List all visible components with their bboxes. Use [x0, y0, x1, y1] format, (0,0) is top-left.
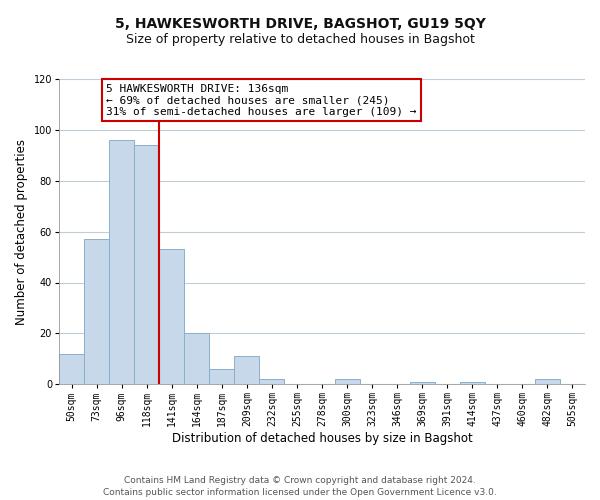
Bar — [84, 240, 109, 384]
Bar — [535, 379, 560, 384]
Bar — [59, 354, 84, 384]
Bar — [209, 369, 235, 384]
Y-axis label: Number of detached properties: Number of detached properties — [15, 138, 28, 324]
Bar — [335, 379, 359, 384]
Text: Contains HM Land Registry data © Crown copyright and database right 2024.: Contains HM Land Registry data © Crown c… — [124, 476, 476, 485]
Bar — [184, 334, 209, 384]
Bar — [134, 145, 159, 384]
Text: 5 HAWKESWORTH DRIVE: 136sqm
← 69% of detached houses are smaller (245)
31% of se: 5 HAWKESWORTH DRIVE: 136sqm ← 69% of det… — [106, 84, 417, 117]
Bar — [460, 382, 485, 384]
Bar — [259, 379, 284, 384]
Bar — [235, 356, 259, 384]
Text: 5, HAWKESWORTH DRIVE, BAGSHOT, GU19 5QY: 5, HAWKESWORTH DRIVE, BAGSHOT, GU19 5QY — [115, 18, 485, 32]
Bar — [410, 382, 435, 384]
Bar — [109, 140, 134, 384]
Bar — [159, 250, 184, 384]
X-axis label: Distribution of detached houses by size in Bagshot: Distribution of detached houses by size … — [172, 432, 472, 445]
Text: Size of property relative to detached houses in Bagshot: Size of property relative to detached ho… — [125, 32, 475, 46]
Text: Contains public sector information licensed under the Open Government Licence v3: Contains public sector information licen… — [103, 488, 497, 497]
